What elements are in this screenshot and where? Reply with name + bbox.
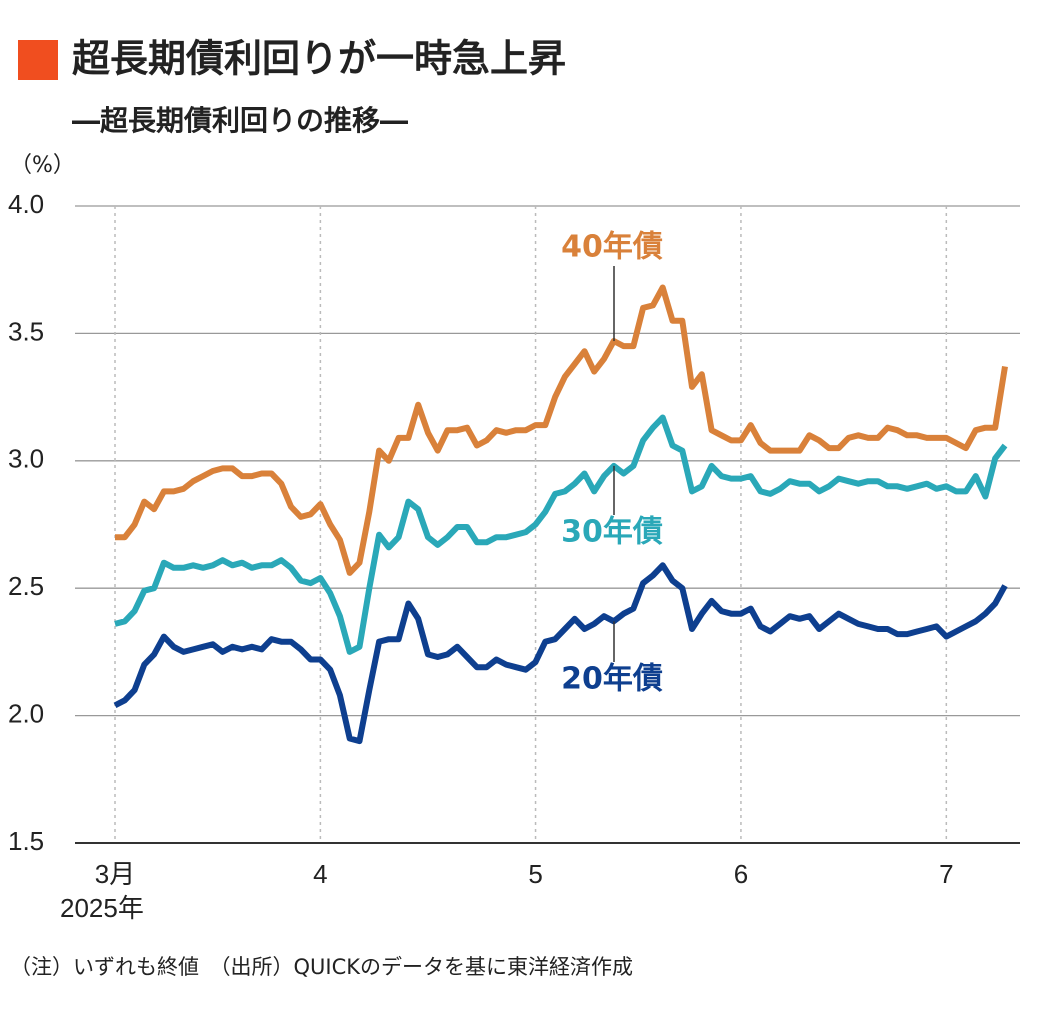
year-label: 2025年: [60, 893, 144, 923]
series-label: 30年債: [561, 515, 663, 550]
y-tick-label: 2.5: [8, 571, 44, 601]
series-line: [113, 562, 1008, 745]
title-marker: [18, 40, 58, 80]
y-tick-label: 2.0: [8, 698, 44, 728]
chart-title: 超長期債利回りが一時急上昇: [72, 37, 566, 81]
x-tick-label: 7: [939, 859, 953, 889]
x-tick-label: 5: [528, 859, 542, 889]
series-line: [115, 284, 1008, 576]
x-tick-label: 3月: [95, 859, 135, 889]
y-tick-label: 3.5: [8, 316, 44, 346]
x-tick-label: 4: [313, 859, 327, 889]
source-note: （注）いずれも終値 （出所）QUICKのデータを基に東洋経済作成: [10, 955, 633, 979]
series-label: 40年債: [561, 230, 663, 265]
series-line: [114, 414, 1008, 655]
y-tick-label: 4.0: [8, 189, 44, 219]
x-tick-label: 6: [734, 859, 748, 889]
y-tick-label: 1.5: [8, 826, 44, 856]
chart-subtitle: ―超長期債利回りの推移―: [72, 104, 408, 137]
y-tick-label: 3.0: [8, 444, 44, 474]
y-axis-unit: （%）: [10, 153, 75, 178]
series-label: 20年債: [561, 662, 663, 697]
